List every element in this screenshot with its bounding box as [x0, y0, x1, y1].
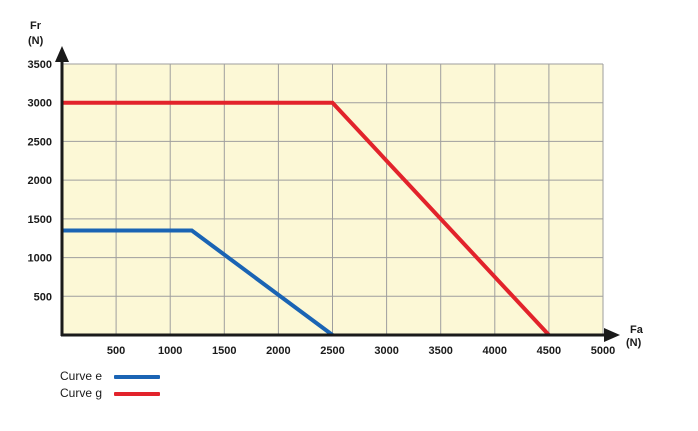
x-tick-label: 4000: [483, 345, 507, 357]
y-axis-title-line2: (N): [28, 35, 44, 47]
legend: Curve e Curve g: [60, 367, 160, 401]
y-tick-label: 3500: [28, 59, 52, 71]
y-tick-label: 2000: [28, 175, 52, 187]
y-tick-label: 3000: [28, 98, 52, 110]
x-tick-label: 2500: [320, 345, 344, 357]
y-tick-label: 1500: [28, 214, 52, 226]
legend-item-curve-e: Curve e: [60, 367, 160, 384]
legend-swatch-curve-e: [114, 374, 160, 379]
tick-labels: 500 1000 1500 2000 2500 3000 3500 4000 4500 5000 5…: [28, 59, 616, 357]
y-tick-label: 2500: [28, 136, 52, 148]
y-tick-label: 1000: [28, 253, 52, 265]
y-tick-label: 500: [34, 291, 52, 303]
x-tick-label: 2000: [266, 345, 290, 357]
x-tick-label: 5000: [591, 345, 615, 357]
x-axis-title-line2: (N): [626, 337, 642, 349]
x-axis-arrow-icon: [604, 328, 620, 342]
y-axis-title-line1: Fr: [30, 20, 42, 32]
legend-swatch-curve-g: [114, 391, 160, 396]
x-tick-label: 1000: [158, 345, 182, 357]
legend-label-curve-g: Curve g: [60, 385, 103, 400]
series-line-curve-g: [62, 100, 551, 337]
x-tick-label: 500: [107, 345, 125, 357]
x-tick-label: 3000: [374, 345, 398, 357]
x-tick-label: 3500: [428, 345, 452, 357]
legend-item-curve-g: Curve g: [60, 384, 160, 401]
series-line-curve-e: [62, 228, 334, 337]
y-axis-arrow-icon: [55, 46, 69, 62]
x-tick-label: 4500: [537, 345, 561, 357]
series-lines: [62, 100, 551, 337]
legend-label-curve-e: Curve e: [60, 368, 103, 383]
x-axis-title-line1: Fa: [630, 324, 644, 336]
x-tick-label: 1500: [212, 345, 236, 357]
